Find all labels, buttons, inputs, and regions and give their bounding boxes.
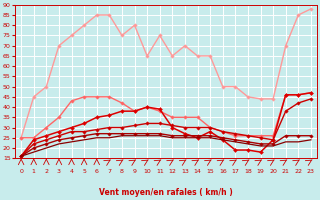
X-axis label: Vent moyen/en rafales ( km/h ): Vent moyen/en rafales ( km/h ) [99,188,233,197]
